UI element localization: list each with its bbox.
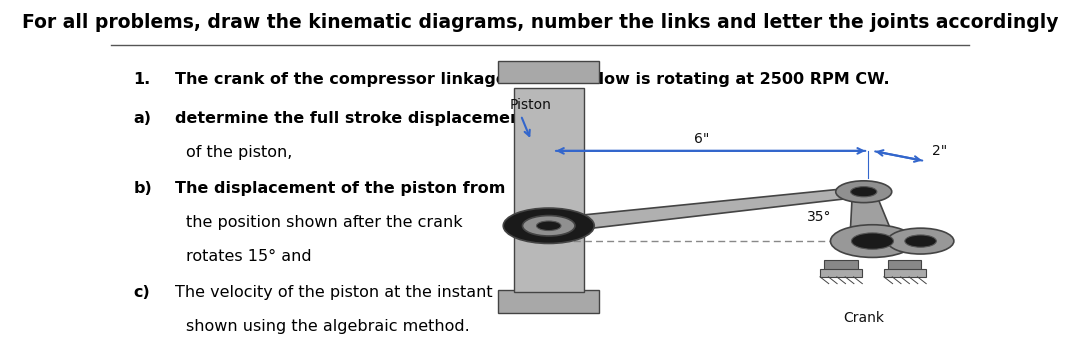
Bar (498, 61, 599, 83)
Circle shape (831, 225, 915, 257)
Text: The crank of the compressor linkage shown below is rotating at 2500 RPM CW.: The crank of the compressor linkage show… (175, 72, 890, 87)
Text: determine the full stroke displacement: determine the full stroke displacement (175, 111, 529, 126)
Text: 35°: 35° (807, 210, 832, 224)
Text: For all problems, draw the kinematic diagrams, number the links and letter the j: For all problems, draw the kinematic dia… (22, 13, 1058, 32)
Circle shape (537, 221, 561, 230)
Text: 2": 2" (932, 144, 947, 158)
Bar (888, 261, 921, 270)
Circle shape (529, 218, 568, 233)
Text: 1.: 1. (133, 72, 150, 87)
Text: Crank: Crank (843, 311, 885, 325)
Circle shape (851, 186, 877, 197)
Text: shown using the algebraic method.: shown using the algebraic method. (186, 319, 470, 334)
Text: 6": 6" (694, 132, 710, 146)
Circle shape (905, 235, 936, 247)
Bar (820, 269, 862, 277)
Bar (514, 88, 584, 292)
Circle shape (836, 181, 892, 203)
Text: The displacement of the piston from: The displacement of the piston from (175, 181, 505, 196)
Polygon shape (544, 187, 867, 233)
Bar (883, 269, 926, 277)
Circle shape (888, 228, 954, 254)
Text: b): b) (133, 181, 152, 196)
Text: the position shown after the crank: the position shown after the crank (186, 215, 462, 230)
Circle shape (851, 233, 893, 249)
Circle shape (523, 216, 575, 236)
Bar (498, 290, 599, 312)
Text: a): a) (133, 111, 151, 126)
Text: rotates 15° and: rotates 15° and (186, 249, 311, 264)
Text: Piston: Piston (510, 98, 551, 112)
Text: c): c) (133, 285, 150, 300)
Text: of the piston,: of the piston, (186, 145, 292, 160)
Circle shape (503, 208, 594, 244)
Text: The velocity of the piston at the instant: The velocity of the piston at the instan… (175, 285, 492, 300)
Polygon shape (850, 191, 895, 242)
Bar (824, 261, 858, 270)
